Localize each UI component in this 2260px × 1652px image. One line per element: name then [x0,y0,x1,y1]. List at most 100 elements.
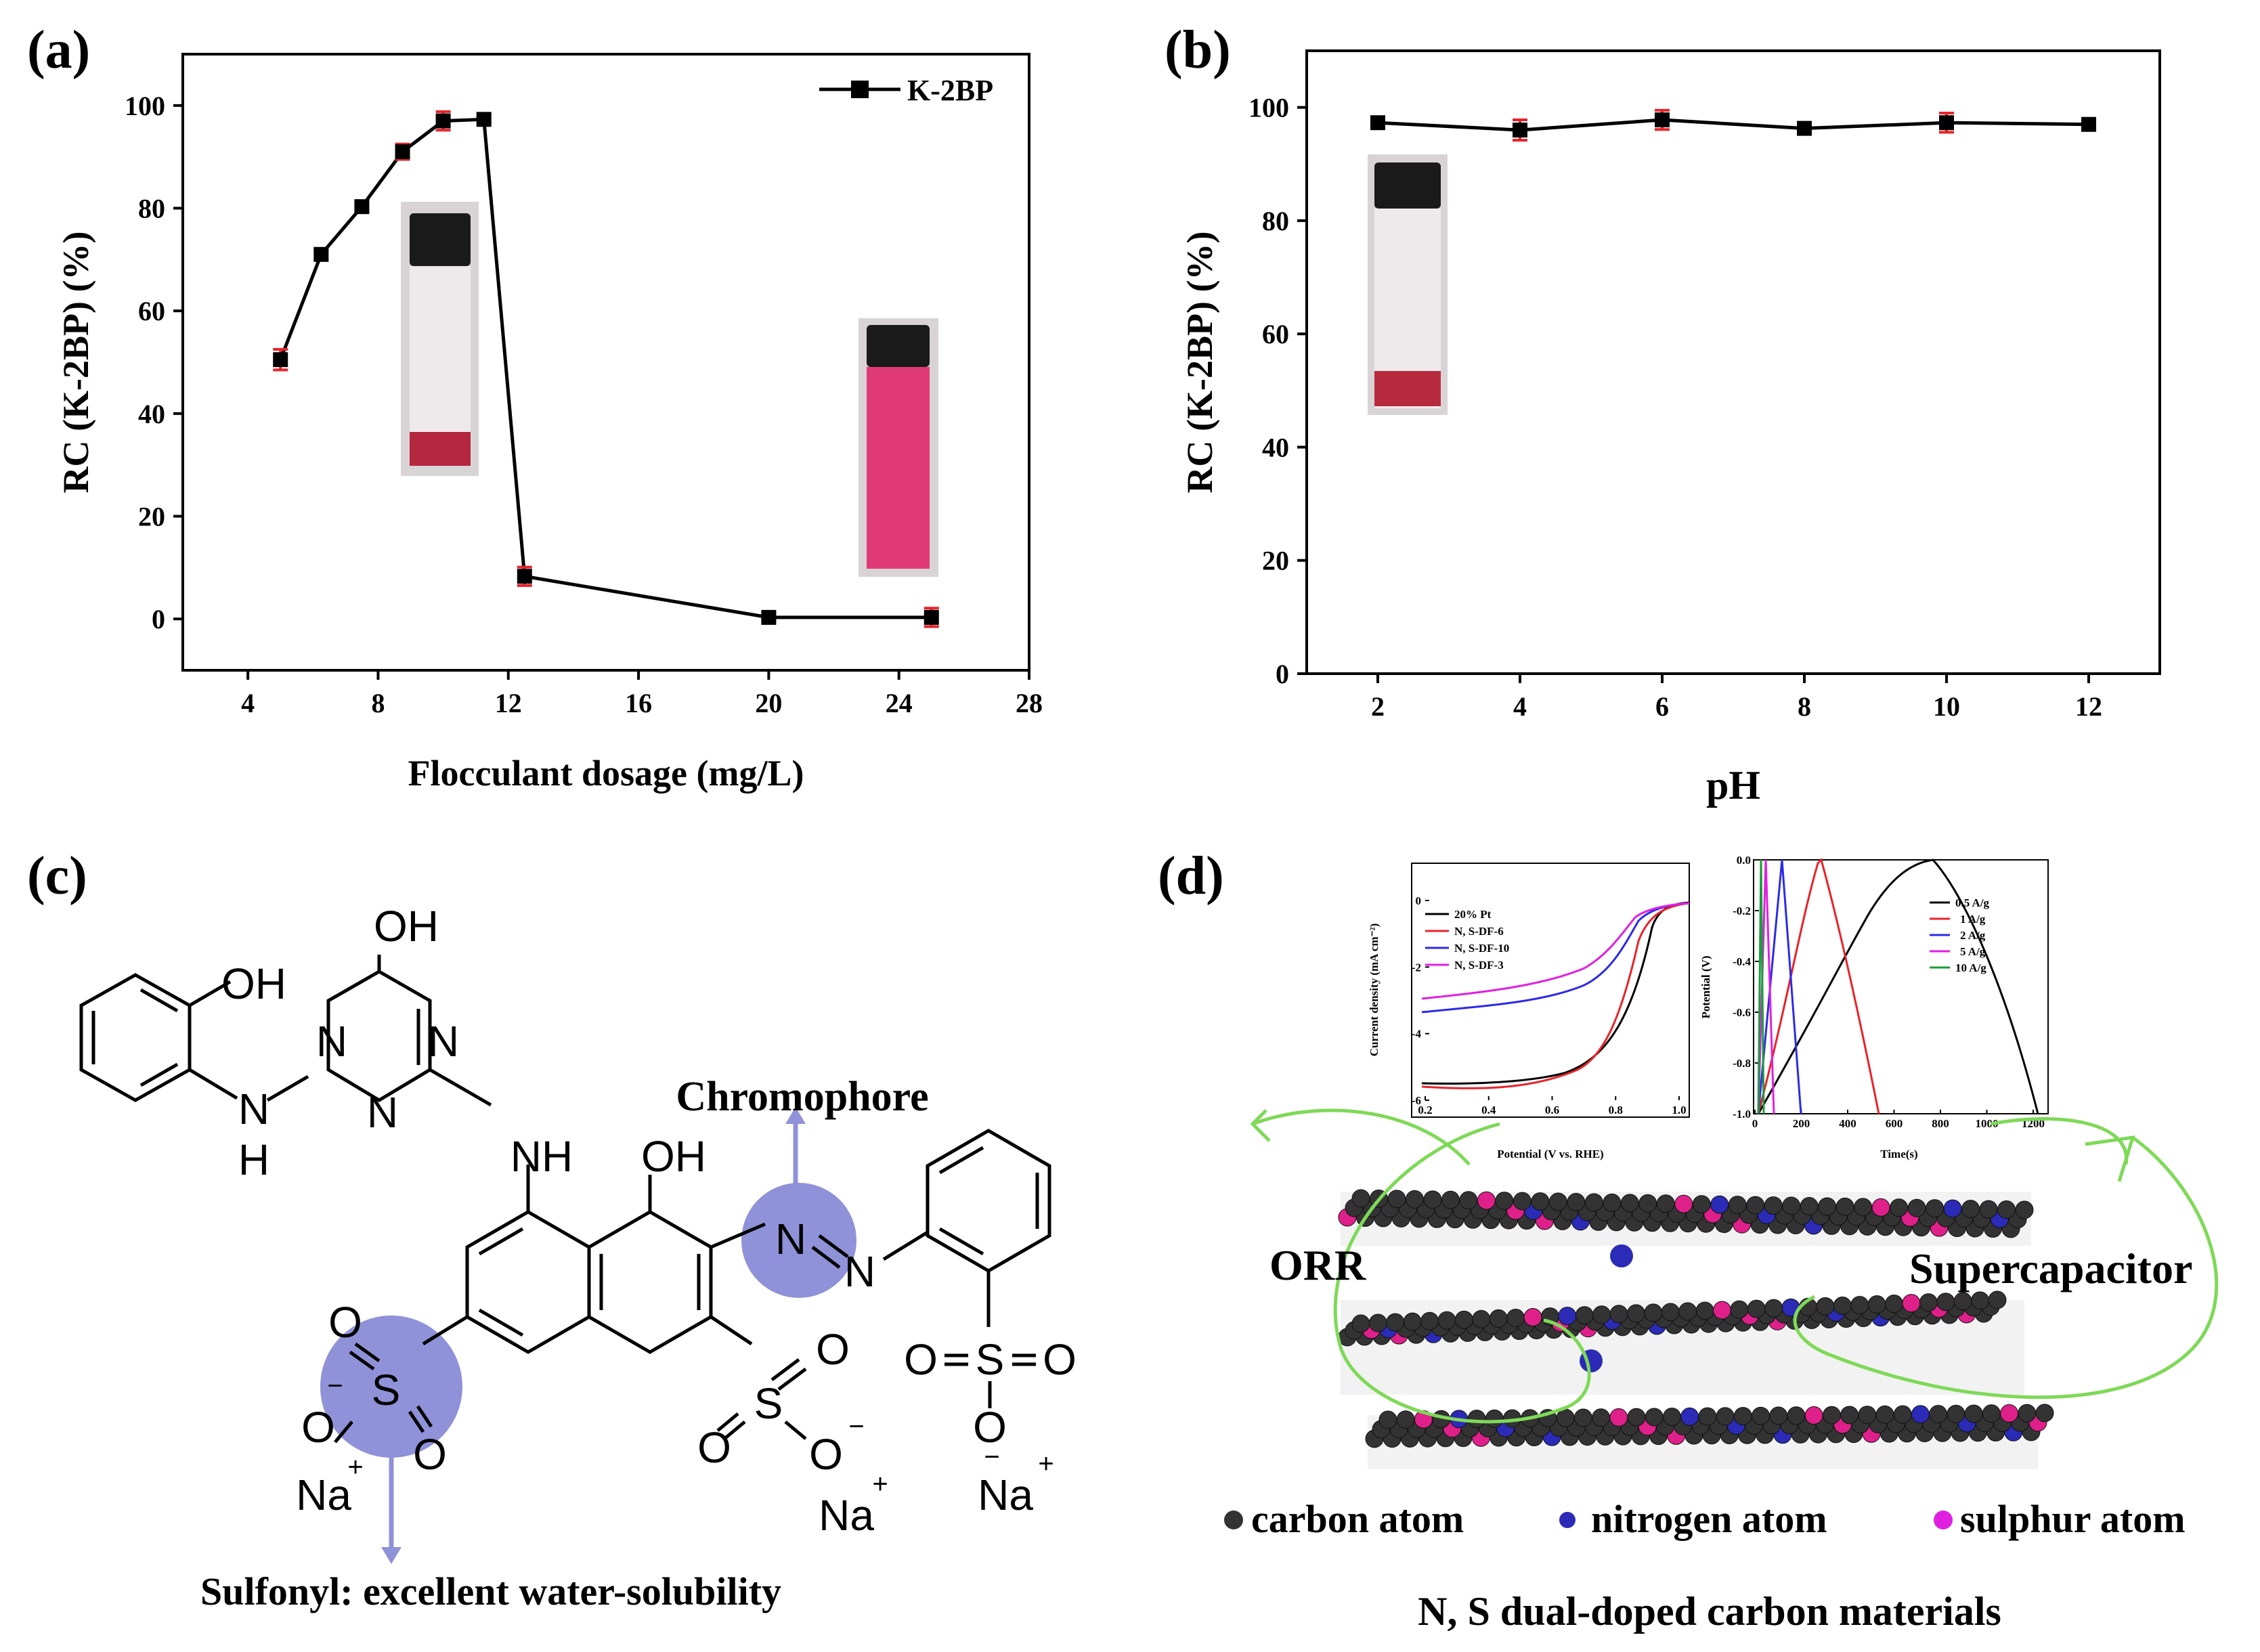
atom-sphere [1485,1409,1504,1428]
atom-sphere [1387,1190,1406,1209]
atom-sphere [1513,1192,1531,1211]
atom-sphere [1573,1408,1592,1427]
atom-sphere [1902,1294,1921,1313]
atom-sphere [1728,1196,1747,1215]
nitrogen-dot [1559,1512,1576,1528]
x-tick-label-16: 16 [625,688,652,718]
atom-sphere [1674,1194,1693,1213]
y-tick-label-100: 100 [125,91,165,121]
atom-sphere [1378,1410,1397,1429]
y-tick-label-80: 80 [138,194,165,224]
atom-sphere [1730,1300,1749,1319]
inset-x-tick-label: 0.2 [1418,1104,1432,1116]
x-tick-label-8: 8 [371,688,385,718]
atom-sphere [1351,1314,1370,1333]
atom-sphere [1752,1406,1770,1425]
atom-sphere [1603,1193,1622,1212]
gcd-xlabel: Time(s) [1880,1148,1917,1160]
atom-sphere [1472,1309,1491,1328]
gcd-curve-2 [1757,859,1802,1114]
atom-sphere [1907,1198,1926,1217]
atom-sphere [1396,1410,1415,1429]
atom-sphere [1558,1307,1577,1326]
atom-o-left-2: O [301,1403,335,1452]
orr-arrow [1333,1122,1591,1424]
atom-sphere [1782,1196,1801,1215]
orr-ylabel: Current density (mA cm⁻²) [1368,923,1381,1056]
atom-sphere [1454,1310,1473,1329]
inset-y-tick-label: -6 [1412,1094,1421,1107]
inset-y-tick-label: -0.6 [1733,1006,1751,1019]
atom-o-left-1: O [328,1298,362,1347]
atom-sphere [1867,1295,1886,1314]
x-tick-label-24: 24 [886,688,913,718]
inset-x-tick-label: 600 [1886,1117,1903,1130]
atom-sphere [1626,1304,1645,1323]
atom-sphere [1947,1404,1965,1423]
panel-b-label: (b) [1165,20,1231,80]
legend-marker [851,81,869,98]
data-point [313,246,329,262]
atom-sphere [1548,1192,1567,1211]
panel-b: (b) 2 4 6 8 10 12 0 20 40 60 80 100 pH RC (K-2BP) (… [1165,20,2161,808]
inset-x-tick-label: 800 [1932,1117,1949,1130]
atom-sphere [1592,1305,1611,1324]
gcd-legend: 0.5 A/g 1 A/g 2 A/g 5 A/g 10 A/g [1930,896,1990,974]
atom-azo-n1: N [775,1215,806,1263]
atom-sphere [1710,1195,1729,1214]
y-tick-label-100: 100 [1248,93,1289,123]
panel-a-xlabel: Flocculant dosage (mg/L) [408,753,804,794]
x-tick-label-4: 4 [1513,691,1527,722]
atom-sphere [1747,1299,1766,1318]
graphene-sheets [1338,1189,2054,1469]
gcd-curve-05 [1757,858,2039,1114]
data-point [1370,115,1385,131]
legend-carbon: carbon atom [1251,1497,1464,1541]
inset-x-tick-label: 0.6 [1545,1104,1559,1116]
data-point [476,112,492,127]
orr-curve-df6 [1421,902,1690,1089]
inset-x-tick-label: 0.8 [1609,1104,1623,1116]
atom-sphere [1662,1408,1681,1427]
atom-sphere [1403,1312,1422,1331]
atom-sphere [1787,1406,1806,1425]
y-tick-label-0: 0 [152,604,165,634]
y-tick-label-60: 60 [138,296,165,326]
x-tick-label-12: 12 [2075,691,2102,722]
atom-sphere [1441,1190,1460,1209]
atom-sphere [1875,1405,1894,1424]
azo-highlight [741,1183,856,1298]
panel-b-xlabel: pH [1706,763,1760,808]
panel-a-label: (a) [27,20,90,80]
data-point [1655,112,1670,128]
panel-a-legend: K-2BP [819,74,993,107]
panel-d: (d) 0.2 0.4 0.6 0.8 1.0 0 -2 -4 -6 20% Pt N, S-D… [1158,846,2219,1634]
x-tick-label-4: 4 [241,688,255,718]
atom-sphere [1495,1192,1514,1211]
charge-minus-left: − [327,1371,343,1401]
atom-sphere [1850,1296,1869,1315]
inset-x-tick-label: 1.0 [1672,1104,1686,1116]
atom-sphere [1858,1406,1877,1425]
panel-b-data [1370,108,2096,142]
atom-sphere [1746,1196,1765,1215]
atom-o-right-1: O [904,1335,938,1384]
atom-s-right: S [976,1335,1005,1384]
atom-sphere [1979,1200,1998,1219]
atom-sphere [1713,1301,1732,1320]
y-tick-label-20: 20 [138,502,165,532]
x-tick-label-28: 28 [1016,688,1043,718]
carbon-dot [1224,1510,1243,1529]
chromophore-arrowhead [785,1107,806,1124]
atom-o-left-3: O [413,1430,447,1479]
atom-na-mid: Na [819,1491,874,1540]
atom-sphere [1971,1291,1990,1310]
atom-sphere [1800,1196,1819,1215]
orr-legend-pt: 20% Pt [1454,908,1492,921]
atom-sphere [1620,1194,1639,1213]
data-point [1513,123,1527,138]
gcd-legend-10: 10 A/g [1955,961,1986,974]
atom-sphere [1926,1199,1944,1218]
atom-sphere [1638,1194,1657,1213]
